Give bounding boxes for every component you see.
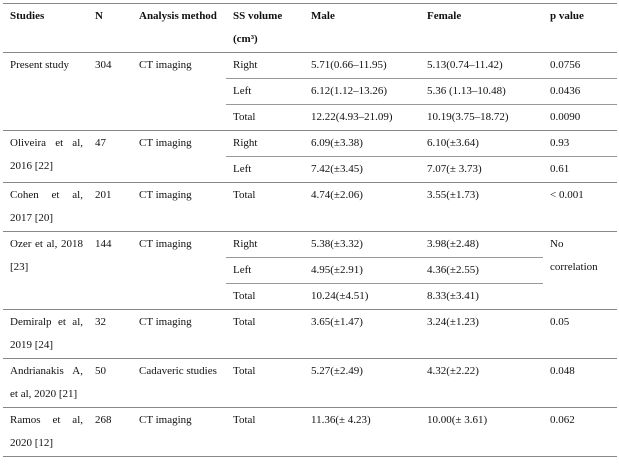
study-cell: Oliveira et al, 2016 [22] — [3, 130, 88, 183]
side-cell: Total — [226, 104, 304, 131]
side-cell: Right — [226, 130, 304, 157]
method-cell: CT imaging — [132, 231, 226, 310]
header-cell: N — [88, 3, 132, 53]
table-row: Oliveira et al, 2016 [22] 47 CT imaging Rig… — [3, 130, 617, 183]
n-cell: 144 — [88, 231, 132, 310]
header-row: Studies N Analysis method SS volume (cm³) Ma… — [3, 3, 617, 53]
side-cell: Right — [226, 231, 304, 258]
male-cell: 12.22(4.93–21.09) — [304, 104, 420, 131]
p-cell: 0.0090 — [543, 104, 617, 131]
male-cell: 3.65(±1.47) — [304, 309, 420, 359]
female-cell: 3.24(±1.23) — [420, 309, 543, 359]
female-cell: 4.36(±2.55) — [420, 257, 543, 284]
header-cell: p value — [543, 3, 617, 53]
p-cell: 0.0756 — [543, 52, 617, 79]
table-body: Present study 304 CT imaging Right 5.71(0.66… — [3, 52, 617, 457]
table-row: Left 6.12(1.12–13.26) 5.36 (1.13–10.48) 0.0… — [3, 78, 617, 105]
male-cell: 6.12(1.12–13.26) — [304, 78, 420, 105]
male-cell: 4.74(±2.06) — [304, 182, 420, 232]
side-cell: Total — [226, 283, 304, 310]
male-cell: 7.42(±3.45) — [304, 156, 420, 183]
table-row: Demiralp et al, 2019 [24] 32 CT imaging Tot… — [3, 309, 617, 359]
male-cell: 5.71(0.66–11.95) — [304, 52, 420, 79]
female-cell: 8.33(±3.41) — [420, 283, 543, 310]
table-row: Left 4.95(±2.91) 4.36(±2.55) — [3, 257, 617, 284]
study-cell: Cohen et al, 2017 [20] — [3, 182, 88, 232]
n-cell: 50 — [88, 358, 132, 408]
study-cell: Present study — [3, 52, 88, 131]
header-cell: Analysis method — [132, 3, 226, 53]
side-cell: Total — [226, 309, 304, 359]
study-cell: Ozer et al, 2018 [23] — [3, 231, 88, 310]
female-cell: 5.13(0.74–11.42) — [420, 52, 543, 79]
data-table: Studies N Analysis method SS volume (cm³) Ma… — [3, 3, 617, 457]
study-cell: Demiralp et al, 2019 [24] — [3, 309, 88, 359]
female-cell: 10.19(3.75–18.72) — [420, 104, 543, 131]
table-row: Ozer et al, 2018 [23] 144 CT imaging Right 5… — [3, 231, 617, 310]
study-cell: Andrianakis A, et al, 2020 [21] — [3, 358, 88, 408]
male-cell: 6.09(±3.38) — [304, 130, 420, 157]
table-row: Left 7.42(±3.45) 7.07(± 3.73) 0.61 — [3, 156, 617, 183]
n-cell: 32 — [88, 309, 132, 359]
method-cell: CT imaging — [132, 309, 226, 359]
side-cell: Total — [226, 407, 304, 457]
header-cell: SS volume (cm³) — [226, 3, 304, 53]
male-cell: 5.27(±2.49) — [304, 358, 420, 408]
male-cell: 11.36(± 4.23) — [304, 407, 420, 457]
table-row: Total 10.24(±4.51) 8.33(±3.41) — [3, 283, 617, 310]
header-cell: Male — [304, 3, 420, 53]
table-row: Andrianakis A, et al, 2020 [21] 50 Cadaver… — [3, 358, 617, 408]
n-cell: 47 — [88, 130, 132, 183]
p-cell: No correlation — [543, 231, 617, 310]
n-cell: 304 — [88, 52, 132, 131]
table-row: Present study 304 CT imaging Right 5.71(0.66… — [3, 52, 617, 131]
p-cell: 0.05 — [543, 309, 617, 359]
method-cell: Cadaveric studies — [132, 358, 226, 408]
side-cell: Total — [226, 182, 304, 232]
n-cell: 268 — [88, 407, 132, 457]
male-cell: 10.24(±4.51) — [304, 283, 420, 310]
p-cell: 0.062 — [543, 407, 617, 457]
side-cell: Left — [226, 78, 304, 105]
method-cell: CT imaging — [132, 52, 226, 131]
table-row: Total 12.22(4.93–21.09) 10.19(3.75–18.72) 0… — [3, 104, 617, 131]
study-cell: Ramos et al, 2020 [12] — [3, 407, 88, 457]
side-cell: Right — [226, 52, 304, 79]
side-cell: Left — [226, 257, 304, 284]
p-cell: < 0.001 — [543, 182, 617, 232]
table-row: Ramos et al, 2020 [12] 268 CT imaging Total… — [3, 407, 617, 457]
male-cell: 4.95(±2.91) — [304, 257, 420, 284]
header-cell: Studies — [3, 3, 88, 53]
female-cell: 6.10(±3.64) — [420, 130, 543, 157]
header-cell: Female — [420, 3, 543, 53]
side-cell: Total — [226, 358, 304, 408]
female-cell: 5.36 (1.13–10.48) — [420, 78, 543, 105]
side-cell: Left — [226, 156, 304, 183]
male-cell: 5.38(±3.32) — [304, 231, 420, 258]
female-cell: 3.55(±1.73) — [420, 182, 543, 232]
female-cell: 3.98(±2.48) — [420, 231, 543, 258]
p-cell: 0.048 — [543, 358, 617, 408]
female-cell: 7.07(± 3.73) — [420, 156, 543, 183]
method-cell: CT imaging — [132, 130, 226, 183]
p-cell: 0.93 — [543, 130, 617, 157]
table-row: Cohen et al, 2017 [20] 201 CT imaging Total… — [3, 182, 617, 232]
method-cell: CT imaging — [132, 182, 226, 232]
n-cell: 201 — [88, 182, 132, 232]
p-cell: 0.0436 — [543, 78, 617, 105]
female-cell: 10.00(± 3.61) — [420, 407, 543, 457]
female-cell: 4.32(±2.22) — [420, 358, 543, 408]
p-cell: 0.61 — [543, 156, 617, 183]
method-cell: CT imaging — [132, 407, 226, 457]
